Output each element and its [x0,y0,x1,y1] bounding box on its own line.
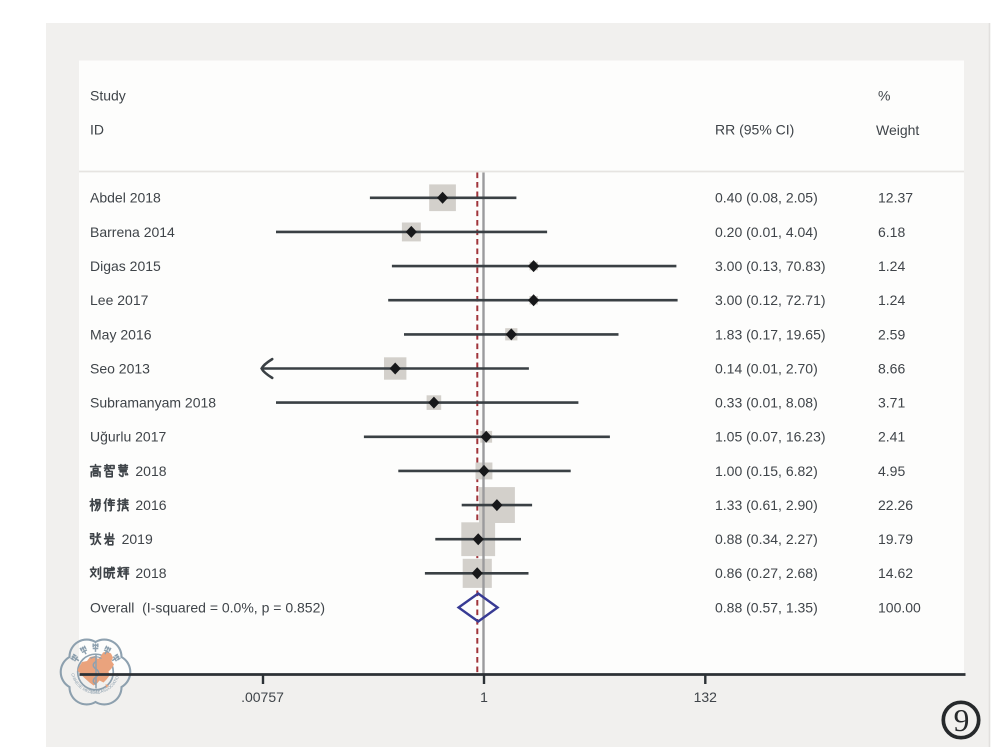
svg-text:2.59: 2.59 [878,326,905,342]
svg-text:Subramanyam 2018: Subramanyam 2018 [90,395,216,411]
svg-text:Weight: Weight [876,122,919,138]
svg-text:0.14 (0.01, 2.70): 0.14 (0.01, 2.70) [715,360,818,376]
svg-text:3.71: 3.71 [878,395,905,411]
svg-text:0.33 (0.01, 8.08): 0.33 (0.01, 8.08) [715,395,818,411]
svg-text:6.18: 6.18 [878,224,905,240]
svg-text:100.00: 100.00 [878,599,921,615]
svg-text:ID: ID [90,122,104,138]
svg-text:2016: 2016 [135,497,166,513]
svg-text:Digas 2015: Digas 2015 [90,258,161,274]
svg-text:0.40 (0.08, 2.05): 0.40 (0.08, 2.05) [715,190,818,206]
svg-text:1.00 (0.15, 6.82): 1.00 (0.15, 6.82) [715,463,818,479]
svg-text:2.41: 2.41 [878,429,905,445]
svg-text:1915: 1915 [90,690,101,695]
svg-text:May 2016: May 2016 [90,326,152,342]
svg-text:12.37: 12.37 [878,190,913,206]
svg-text:0.88 (0.57, 1.35): 0.88 (0.57, 1.35) [715,599,818,615]
svg-text:1.24: 1.24 [878,258,905,274]
svg-text:Barrena 2014: Barrena 2014 [90,224,175,240]
svg-text:22.26: 22.26 [878,497,913,513]
svg-text:2018: 2018 [135,565,166,581]
svg-text:Uğurlu 2017: Uğurlu 2017 [90,429,166,445]
svg-text:.00757: .00757 [241,689,284,705]
svg-text:4.95: 4.95 [878,463,905,479]
svg-text:3.00 (0.12, 72.71): 3.00 (0.12, 72.71) [715,292,826,308]
svg-text:1.24: 1.24 [878,292,905,308]
svg-text:2018: 2018 [135,463,166,479]
svg-text:1.83 (0.17, 19.65): 1.83 (0.17, 19.65) [715,326,826,342]
svg-text:8.66: 8.66 [878,360,905,376]
svg-text:1: 1 [480,689,488,705]
svg-text:132: 132 [694,689,718,705]
svg-text:Lee 2017: Lee 2017 [90,292,149,308]
svg-text:%: % [878,88,890,104]
svg-text:0.86 (0.27, 2.68): 0.86 (0.27, 2.68) [715,565,818,581]
svg-text:Study: Study [90,88,126,104]
svg-text:Overall (I-squared = 0.0%, p: Overall (I-squared = 0.0%, p = 0.852) [90,599,325,615]
svg-text:14.62: 14.62 [878,565,913,581]
svg-text:19.79: 19.79 [878,531,913,547]
svg-text:3.00 (0.13, 70.83): 3.00 (0.13, 70.83) [715,258,826,274]
svg-text:0.20 (0.01, 4.04): 0.20 (0.01, 4.04) [715,224,818,240]
svg-text:2019: 2019 [122,531,153,547]
svg-text:RR (95% CI): RR (95% CI) [715,122,794,138]
svg-text:Abdel 2018: Abdel 2018 [90,190,161,206]
svg-text:1.05 (0.07, 16.23): 1.05 (0.07, 16.23) [715,429,826,445]
svg-text:Seo 2013: Seo 2013 [90,360,150,376]
svg-text:0.88 (0.34, 2.27): 0.88 (0.34, 2.27) [715,531,818,547]
svg-text:1.33 (0.61, 2.90): 1.33 (0.61, 2.90) [715,497,818,513]
svg-text:9: 9 [954,703,970,738]
